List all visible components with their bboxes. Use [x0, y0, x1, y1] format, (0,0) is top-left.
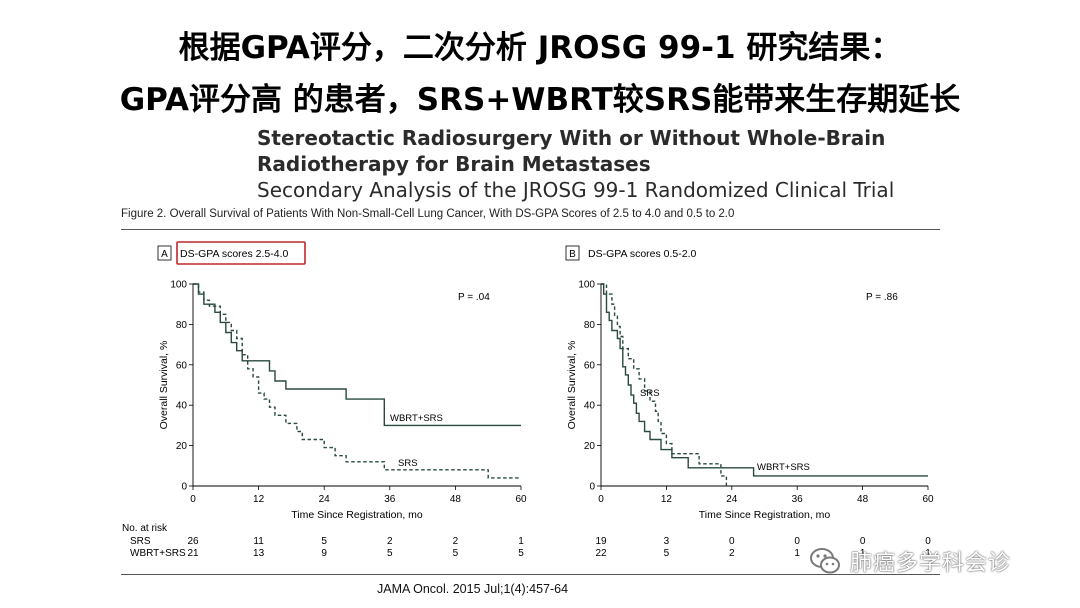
article-subtitle: Secondary Analysis of the JROSG 99-1 Ran…: [257, 178, 895, 202]
panel-b-p-value: P = .86: [866, 292, 898, 303]
panel-a-y-tick-label: 80: [176, 320, 188, 331]
panel-b-at-risk-value: 19: [595, 536, 607, 547]
panel-a-at-risk-value: 5: [453, 548, 459, 559]
panel-b-label: DS-GPA scores 0.5-2.0: [588, 248, 697, 260]
panel-b-x-tick-label: 0: [598, 494, 604, 505]
wechat-icon: [810, 548, 840, 574]
panel-b-at-risk-value: 2: [729, 548, 735, 559]
slide-title-line-2: GPA评分高 的患者，SRS+WBRT较SRS能带来生存期延长: [119, 82, 961, 118]
panel-b-series-wbrt-srs: [601, 283, 928, 477]
panel-b-y-tick-label: 40: [584, 401, 596, 412]
panel-a-y-tick-label: 60: [176, 360, 188, 371]
panel-a-at-risk-value: 11: [253, 536, 264, 547]
watermark: 肺癌多学科会诊: [808, 544, 1011, 578]
panel-b-letter: B: [569, 249, 576, 260]
at-risk-header: No. at risk: [122, 523, 168, 534]
panel-a-y-tick-label: 20: [176, 441, 188, 452]
panel-a-at-risk-value: 1: [518, 536, 524, 547]
panel-a-y-tick-label: 100: [170, 280, 187, 291]
panel-a-x-axis-label: Time Since Registration, mo: [291, 509, 423, 521]
panel-a-at-risk-value: 5: [321, 536, 327, 547]
panel-b-y-tick-label: 80: [584, 320, 596, 331]
panel-b-series-label-srs: SRS: [640, 388, 660, 399]
citation: JAMA Oncol. 2015 Jul;1(4):457-64: [377, 582, 569, 596]
panel-b-at-risk-value: 0: [729, 536, 735, 547]
panel-a-label: DS-GPA scores 2.5-4.0: [180, 248, 289, 260]
panel-b-at-risk-value: 5: [664, 548, 670, 559]
panel-b-at-risk-value: 0: [794, 536, 800, 547]
panel-a-x-tick-label: 36: [384, 494, 396, 505]
panel-b-series-label-wbrt-srs: WBRT+SRS: [757, 462, 810, 473]
figure-bottom-rule: [121, 574, 940, 575]
panel-a-series-wbrt-srs: [193, 283, 521, 427]
panel-b-at-risk-value: 1: [925, 548, 931, 559]
panel-a-at-risk-value: 13: [253, 548, 265, 559]
slide-title-line-1: 根据GPA评分，二次分析 JROSG 99-1 研究结果：: [178, 30, 902, 66]
panel-b-at-risk-value: 0: [925, 536, 931, 547]
panel-a-letter: A: [161, 249, 168, 260]
panel-a-y-tick-label: 40: [176, 401, 188, 412]
panel-a-highlight-box: [176, 241, 306, 265]
panel-a-x-tick-label: 12: [253, 494, 265, 505]
panel-a-p-value: P = .04: [458, 292, 490, 303]
panel-a-x-tick-label: 0: [190, 494, 196, 505]
panel-b-at-risk-value: 0: [860, 536, 866, 547]
panel-a-at-risk-value: 2: [387, 536, 393, 547]
panel-b-x-tick-label: 60: [922, 494, 934, 505]
panel-a-at-risk-value: 2: [453, 536, 459, 547]
panel-b-letter-box: [565, 245, 580, 261]
panel-b-at-risk-value: 22: [595, 548, 607, 559]
panel-b-x-tick-label: 24: [726, 494, 738, 505]
panel-b-y-tick-label: 20: [584, 441, 596, 452]
panel-b-x-tick-label: 48: [857, 494, 869, 505]
panel-b-y-tick-label: 0: [589, 482, 595, 493]
panel-a-y-tick-label: 0: [181, 482, 187, 493]
panel-b-at-risk-value: 3: [664, 536, 670, 547]
figure-top-rule: [121, 229, 940, 230]
panel-a-x-tick-label: 48: [450, 494, 462, 505]
panel-b-at-risk-value: 1: [794, 548, 800, 559]
panel-a-at-risk-value: 21: [187, 548, 199, 559]
panel-a-letter-box: [157, 245, 172, 261]
panel-a-at-risk-value: 5: [518, 548, 524, 559]
panel-b-x-axis-label: Time Since Registration, mo: [699, 509, 831, 521]
panel-b-y-tick-label: 100: [578, 280, 595, 291]
panel-b-x-tick-label: 36: [792, 494, 804, 505]
panel-a-at-risk-value: 5: [387, 548, 393, 559]
panel-b-series-srs: [601, 283, 728, 486]
figure-caption: Figure 2. Overall Survival of Patients W…: [121, 208, 735, 220]
panel-a-at-risk-value: 26: [187, 536, 199, 547]
panel-a-series-srs: [193, 283, 521, 479]
panel-b-y-tick-label: 60: [584, 360, 596, 371]
panel-a-at-risk-row-label: WBRT+SRS: [130, 548, 186, 559]
panel-b-x-tick-label: 12: [661, 494, 673, 505]
panel-a-series-label-srs: SRS: [398, 458, 418, 469]
panel-a-y-axis-label: Overall Survival, %: [158, 341, 170, 430]
watermark-text: 肺癌多学科会诊: [850, 551, 1012, 576]
panel-b-y-axis-label: Overall Survival, %: [566, 341, 578, 430]
article-title-line-2: Radiotherapy for Brain Metastases: [257, 152, 651, 176]
panel-a-at-risk-row-label: SRS: [130, 536, 151, 547]
panel-b-at-risk-value: 1: [860, 548, 866, 559]
article-title-line-1: Stereotactic Radiosurgery With or Withou…: [257, 126, 886, 150]
panel-a-x-tick-label: 24: [319, 494, 331, 505]
panel-a-x-tick-label: 60: [515, 494, 527, 505]
panel-a-at-risk-value: 9: [321, 548, 327, 559]
panel-a-series-label-wbrt-srs: WBRT+SRS: [390, 413, 443, 424]
